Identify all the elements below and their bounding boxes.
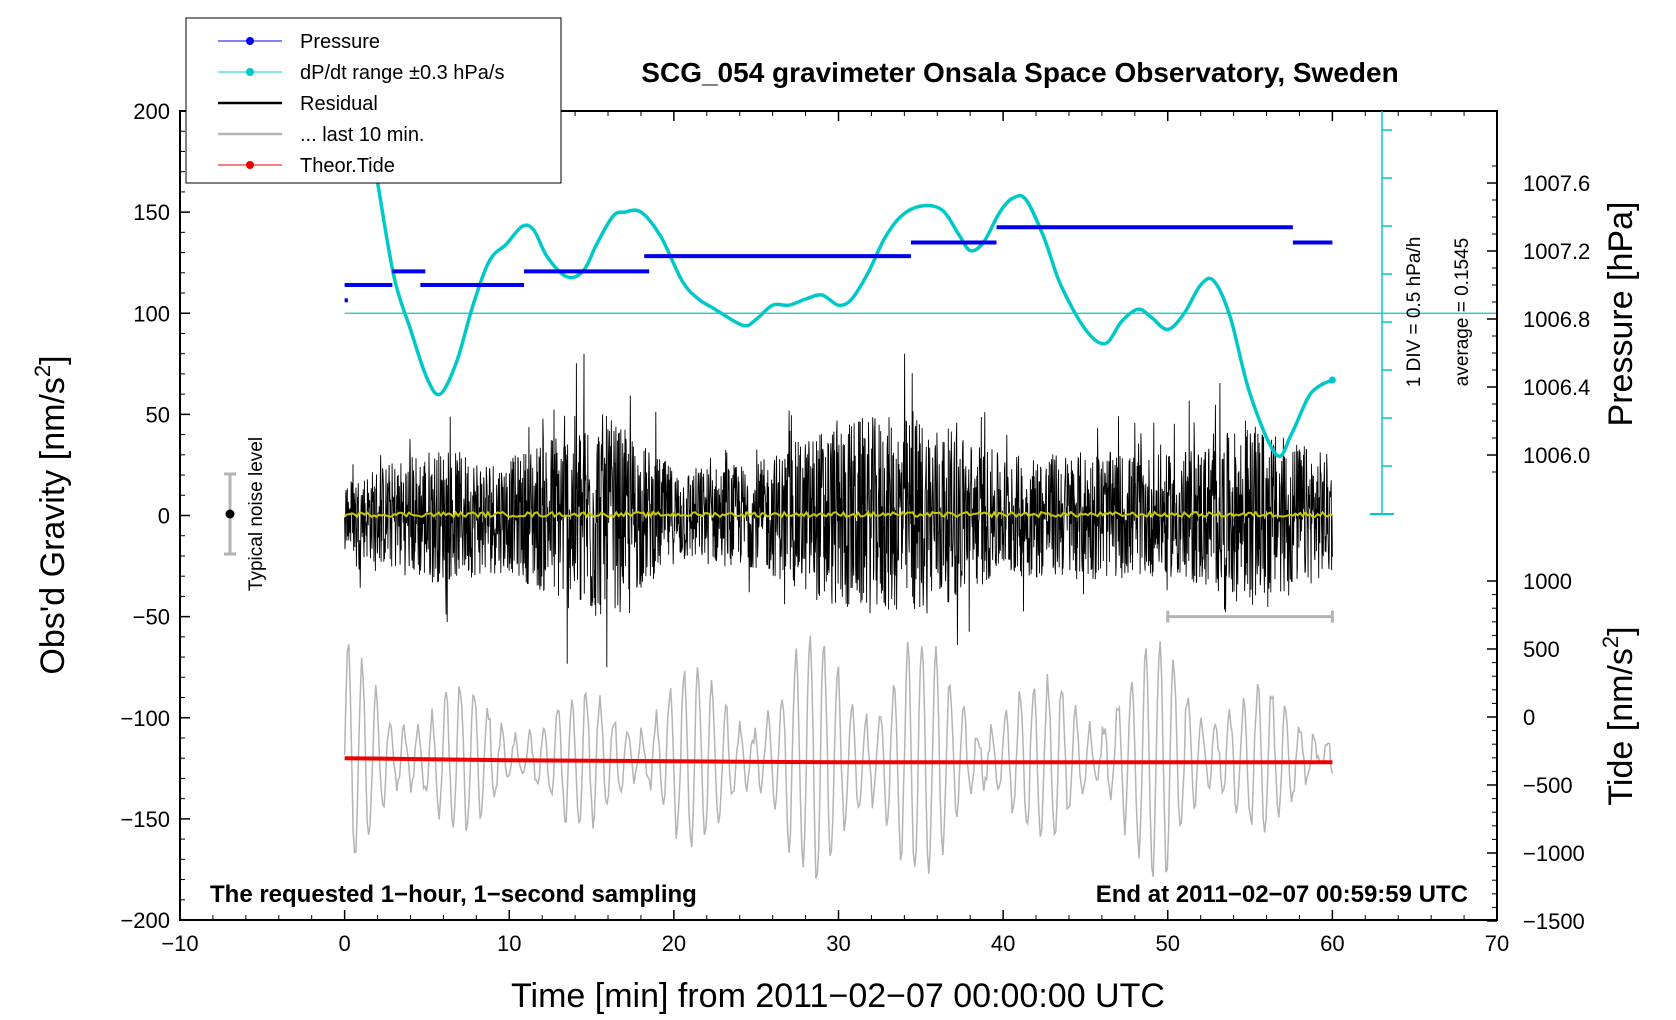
x-tick-label: 10 <box>497 931 521 956</box>
y-tide-label-end: ] <box>1602 626 1640 635</box>
residual-line <box>344 353 1333 668</box>
y-tide-tick-label: 0 <box>1523 705 1535 730</box>
legend-label: ... last 10 min. <box>300 124 425 146</box>
x-tick-label: −10 <box>161 931 198 956</box>
dpdt-scale: 1 DIV = 0.5 hPa/h average = 0.1545 <box>1370 111 1473 515</box>
y-tide-label-sup: 2 <box>1598 636 1623 648</box>
legend-marker <box>246 68 254 76</box>
x-axis-label: Time [min] from 2011−02−07 00:00:00 UTC <box>511 977 1165 1015</box>
y-pressure-tick-label: 1006.4 <box>1523 375 1590 400</box>
y-tide-tick-label: 500 <box>1523 637 1560 662</box>
y-left-tick-label: −150 <box>120 807 170 832</box>
dpdt-end-marker <box>1328 376 1336 384</box>
axes-layer: −10 0 10 20 30 40 50 60 70200150100500−50−100−15… <box>120 99 1590 956</box>
x-tick-label: 50 <box>1156 931 1180 956</box>
y-pressure-tick-label: 1007.6 <box>1523 171 1590 196</box>
noise-dot <box>225 509 235 519</box>
y-left-tick-label: 150 <box>133 200 170 225</box>
y-tide-tick-label: −1500 <box>1523 909 1585 934</box>
div-label: 1 DIV = 0.5 hPa/h <box>1404 237 1425 388</box>
x-tick-label: 20 <box>662 931 686 956</box>
legend-label: Residual <box>300 93 378 115</box>
y-pressure-axis-label: Pressure [hPa] <box>1602 202 1640 427</box>
legend-label: Theor.Tide <box>300 155 395 177</box>
residual-smoothed-line <box>343 510 1333 519</box>
y-left-tick-label: 100 <box>133 301 170 326</box>
y-left-tick-label: −100 <box>120 706 170 731</box>
y-left-tick-label: −200 <box>120 908 170 933</box>
y-tide-tick-label: −500 <box>1523 773 1573 798</box>
x-tick-label: 40 <box>991 931 1015 956</box>
y-left-axis-label: Obs'd Gravity [nm/s2] <box>30 355 72 674</box>
x-tick-label: 0 <box>339 931 351 956</box>
y-left-tick-label: 0 <box>158 504 170 529</box>
noise-label: Typical noise level <box>246 437 267 591</box>
legend-label: dP/dt range ±0.3 hPa/s <box>300 62 504 84</box>
legend-label: Pressure <box>300 31 380 53</box>
dpdt-line <box>375 181 1334 459</box>
y-left-label-sup: 2 <box>30 365 55 377</box>
y-tide-label-main: Tide [nm/s <box>1602 648 1640 805</box>
sampling-note: The requested 1−hour, 1−second sampling <box>210 881 697 908</box>
y-tide-tick-label: −1000 <box>1523 841 1585 866</box>
legend-marker <box>246 161 254 169</box>
chart-title: SCG_054 gravimeter Onsala Space Observat… <box>641 57 1398 88</box>
end-time-note: End at 2011−02−07 00:59:59 UTC <box>1096 881 1468 908</box>
theor-tide-line <box>344 756 1333 765</box>
y-left-label-main: Obs'd Gravity [nm/s <box>34 377 72 674</box>
y-pressure-tick-label: 1007.2 <box>1523 239 1590 264</box>
x-tick-label: 60 <box>1320 931 1344 956</box>
y-left-tick-label: 50 <box>146 402 170 427</box>
x-tick-label: 70 <box>1485 931 1509 956</box>
last-10-min-line <box>343 635 1334 879</box>
average-label: average = 0.1545 <box>1452 238 1473 386</box>
y-pressure-tick-label: 1006.8 <box>1523 307 1590 332</box>
x-tick-label: 30 <box>826 931 850 956</box>
y-tide-axis-label: Tide [nm/s2] <box>1598 626 1640 805</box>
y-pressure-tick-label: 1006.0 <box>1523 443 1590 468</box>
noise-level-indicator: Typical noise level <box>224 437 267 591</box>
legend-marker <box>246 37 254 45</box>
legend: Pressure dP/dt range ±0.3 hPa/s Residual..… <box>185 17 562 184</box>
legend-box <box>185 17 562 184</box>
series-layer <box>343 181 1497 879</box>
y-left-tick-label: −50 <box>133 605 170 630</box>
y-tide-tick-label: 1000 <box>1523 569 1572 594</box>
y-left-tick-label: 200 <box>133 99 170 124</box>
y-left-label-end: ] <box>34 355 72 364</box>
